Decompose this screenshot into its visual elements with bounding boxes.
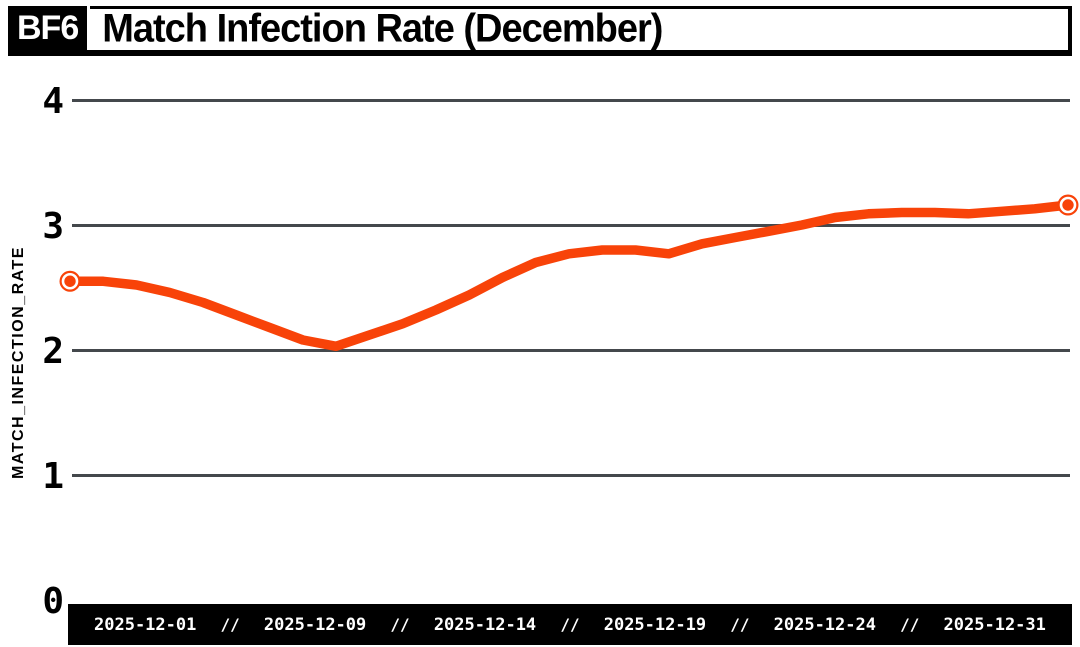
gridline-y1 xyxy=(72,473,1070,477)
y-tick-label: 4 xyxy=(42,81,64,122)
x-tick-label: 2025-12-01 xyxy=(94,614,197,635)
gridline-y2 xyxy=(72,348,1070,352)
x-tick-separator: // xyxy=(220,615,240,634)
y-tick-label: 0 xyxy=(42,581,64,622)
page-title: Match Infection Rate (December) xyxy=(102,6,663,50)
title-box: Match Infection Rate (December) xyxy=(90,6,1072,50)
marker-inner-ring xyxy=(61,272,79,290)
x-tick-separator: // xyxy=(560,615,580,634)
x-tick-label: 2025-12-14 xyxy=(433,614,537,635)
y-tick-label: 2 xyxy=(42,331,64,372)
x-tick-label: 2025-12-24 xyxy=(773,614,876,635)
y-tick-label: 1 xyxy=(42,456,64,497)
x-tick-label: 2025-12-09 xyxy=(263,614,367,635)
brand-badge: BF6 xyxy=(8,6,88,50)
x-tick-label: 2025-12-31 xyxy=(943,614,1046,635)
x-axis-bar: 2025-12-01 // 2025-12-09 // 2025-12-14 // 2025… xyxy=(68,604,1072,645)
x-tick-separator: // xyxy=(730,615,750,634)
chart-header: BF6 Match Infection Rate (December) xyxy=(8,6,1072,56)
marker-inner-ring xyxy=(1059,196,1077,214)
gridline-y4 xyxy=(72,98,1070,102)
gridline-y3 xyxy=(72,223,1070,227)
x-tick-label: 2025-12-19 xyxy=(603,614,707,635)
x-tick-separator: // xyxy=(390,615,410,634)
x-tick-separator: // xyxy=(900,615,920,634)
end-point-marker xyxy=(1057,194,1079,216)
y-tick-label: 3 xyxy=(42,206,64,247)
start-point-marker xyxy=(59,270,81,292)
